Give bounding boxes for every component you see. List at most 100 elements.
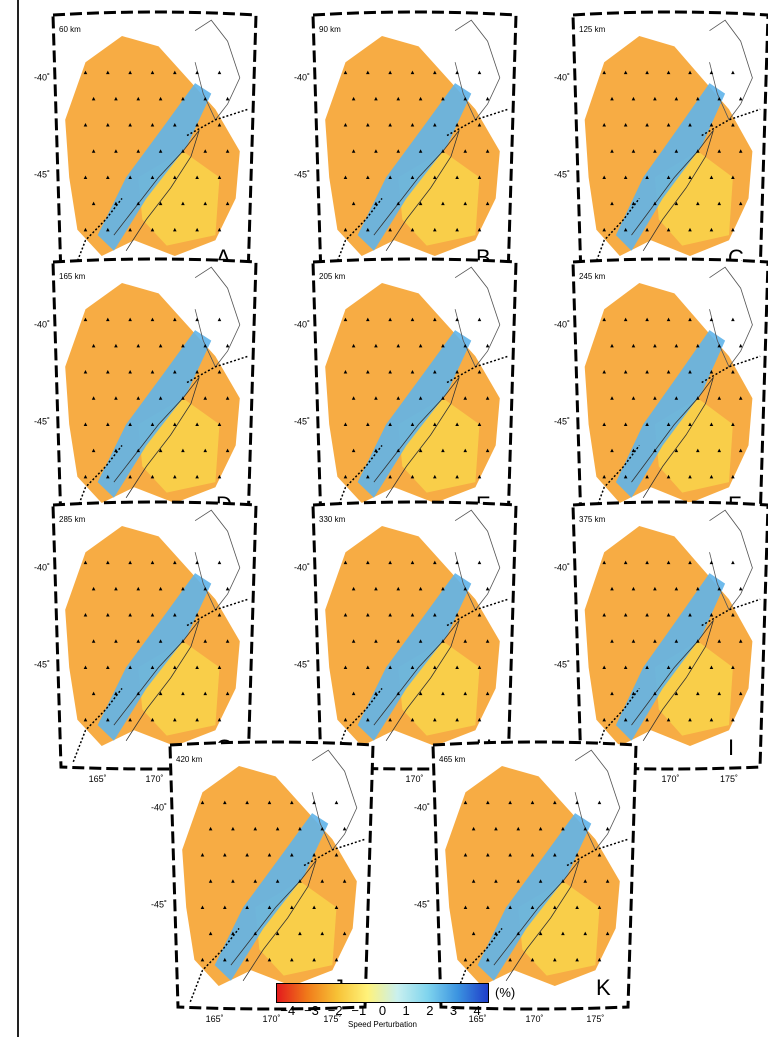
seismic-station-marker	[106, 227, 110, 232]
seismic-station-marker	[388, 560, 392, 565]
seismic-station-marker	[253, 879, 258, 883]
seismic-station-marker	[351, 586, 356, 591]
seismic-station-marker	[366, 70, 370, 75]
latitude-tick-label: -40˚	[554, 320, 570, 330]
seismic-station-marker	[709, 717, 714, 722]
seismic-station-marker	[225, 586, 230, 591]
seismic-station-marker	[717, 96, 722, 101]
latitude-tick-label: -45˚	[294, 416, 310, 426]
seismic-station-marker	[530, 853, 535, 857]
seismic-station-marker	[267, 800, 272, 805]
colorbar-tick: 1	[402, 1003, 410, 1018]
seismic-station-marker	[717, 343, 722, 348]
seismic-station-marker	[366, 717, 370, 722]
seismic-station-marker	[275, 931, 280, 936]
seismic-station-marker	[674, 448, 679, 453]
longitude-tick-label: 165˚	[206, 1014, 224, 1024]
seismic-station-marker	[645, 560, 649, 565]
seismic-station-marker	[738, 149, 743, 153]
plate-boundary-north	[446, 598, 509, 627]
seismic-station-marker	[195, 317, 199, 322]
seismic-station-marker	[150, 613, 155, 617]
seismic-station-marker	[610, 448, 614, 453]
seismic-station-marker	[463, 691, 468, 696]
seismic-station-marker	[173, 665, 177, 669]
seismic-station-marker	[128, 474, 132, 479]
seismic-station-marker	[666, 474, 671, 479]
plate-boundary-north	[186, 355, 249, 384]
seismic-station-marker	[688, 175, 692, 179]
seismic-station-marker	[418, 201, 423, 206]
seismic-station-marker	[181, 691, 185, 696]
seismic-station-marker	[200, 905, 205, 909]
seismic-station-marker	[731, 370, 735, 374]
seismic-station-marker	[653, 396, 657, 400]
seismic-station-marker	[516, 879, 521, 883]
seismic-station-marker	[602, 560, 606, 565]
seismic-station-marker	[494, 879, 498, 883]
seismic-station-marker	[623, 474, 628, 479]
seismic-station-marker	[195, 123, 199, 127]
seismic-station-marker	[553, 800, 557, 805]
latitude-tick-label: -40˚	[294, 73, 310, 83]
seismic-station-marker	[253, 826, 258, 831]
seismic-station-marker	[83, 227, 88, 232]
seismic-station-marker	[738, 586, 743, 591]
seismic-station-marker	[645, 70, 649, 75]
seismic-station-marker	[418, 149, 423, 153]
seismic-station-marker	[455, 665, 459, 669]
seismic-station-marker	[605, 826, 610, 831]
seismic-station-marker	[106, 560, 110, 565]
plate-boundary-north	[701, 355, 761, 384]
seismic-station-marker	[374, 448, 378, 453]
seismic-station-marker	[455, 717, 459, 722]
seismic-station-marker	[602, 227, 606, 232]
seismic-station-marker	[441, 639, 445, 643]
plate-boundary-south	[332, 197, 383, 273]
seismic-station-marker	[128, 717, 132, 722]
seismic-station-marker	[217, 370, 222, 374]
seismic-station-marker	[203, 201, 208, 206]
seismic-station-marker	[83, 317, 88, 322]
seismic-station-marker	[610, 201, 614, 206]
seismic-station-marker	[455, 70, 459, 75]
seismic-station-marker	[602, 175, 606, 179]
seismic-station-marker	[666, 370, 671, 374]
seismic-station-marker	[477, 70, 482, 75]
seismic-station-marker	[653, 201, 657, 206]
seismic-station-marker	[666, 227, 671, 232]
seismic-station-marker	[463, 343, 468, 348]
seismic-station-marker	[471, 879, 476, 883]
seismic-station-marker	[106, 474, 110, 479]
seismic-station-marker	[418, 343, 423, 348]
latitude-tick-label: -40˚	[414, 803, 430, 813]
seismic-station-marker	[374, 343, 378, 348]
seismic-station-marker	[158, 639, 163, 643]
seismic-station-marker	[433, 717, 437, 722]
coastline-south-island	[113, 377, 200, 499]
seismic-station-marker	[150, 70, 155, 75]
seismic-station-marker	[200, 957, 205, 962]
colorbar-tick: 0	[378, 1003, 387, 1018]
seismic-station-marker	[173, 370, 177, 374]
seismic-station-marker	[696, 201, 700, 206]
seismic-station-marker	[173, 613, 177, 617]
seismic-station-marker	[396, 586, 401, 591]
seismic-station-marker	[203, 691, 208, 696]
seismic-station-marker	[485, 96, 490, 101]
seismic-station-marker	[203, 448, 208, 453]
seismic-station-marker	[275, 826, 280, 831]
seismic-station-marker	[136, 586, 141, 591]
latitude-tick-label: -40˚	[34, 73, 50, 83]
seismic-station-marker	[334, 957, 339, 962]
seismic-station-marker	[709, 665, 714, 669]
seismic-station-marker	[136, 149, 141, 153]
seismic-station-marker	[731, 613, 735, 617]
coastline-south-island	[631, 130, 714, 252]
plate-boundary-north	[566, 838, 629, 867]
latitude-tick-label: -40˚	[294, 320, 310, 330]
seismic-station-marker	[731, 227, 735, 232]
seismic-station-marker	[181, 586, 185, 591]
seismic-station-marker	[217, 227, 222, 232]
seismic-station-marker	[217, 613, 222, 617]
